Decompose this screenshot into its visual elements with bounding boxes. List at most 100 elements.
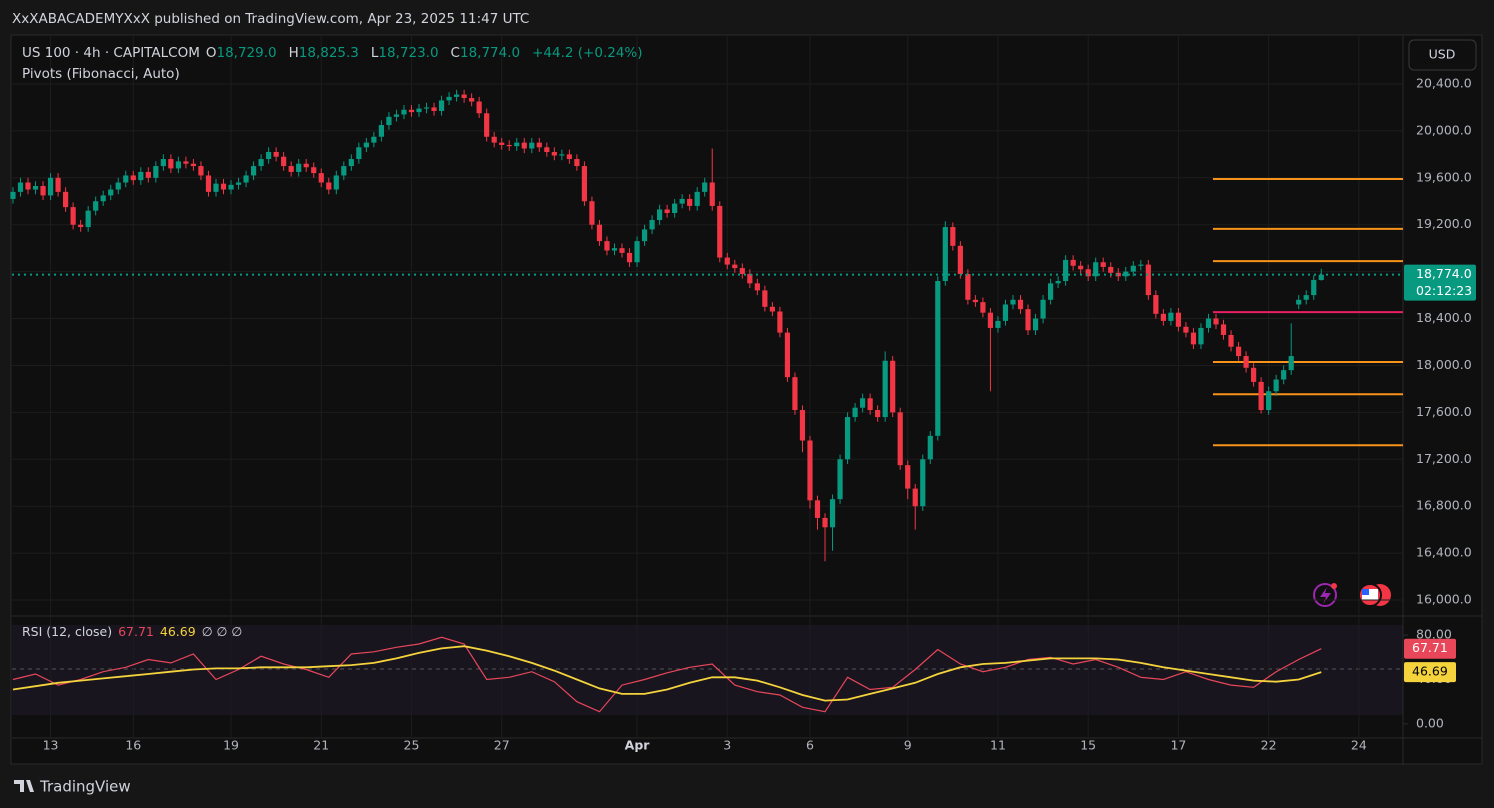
rsi-value: 67.71 [118,624,154,639]
candle-body [995,320,1001,328]
candle-body [47,177,54,196]
grid [12,36,1408,738]
candle-body [476,101,482,114]
candle-body [1070,259,1076,266]
candle-body [844,417,851,460]
candle-body [100,195,106,202]
candle-body [1175,312,1182,327]
candle-body [1205,318,1212,328]
candle-body [890,360,896,413]
currency-label[interactable]: USD [1429,47,1456,62]
x-tick-label: 24 [1351,738,1367,753]
candle-body [641,229,648,242]
candle-body [1017,299,1024,310]
candle-body [724,257,730,265]
candle-body [491,136,497,143]
candle-body [566,154,572,160]
candle-body [138,171,144,181]
candle-body [25,182,31,190]
ohlc-key: H [288,45,299,61]
alert-bolt [1320,587,1331,604]
candle-body [1288,356,1294,371]
candle-body [1235,346,1242,357]
candle-body [905,465,911,489]
candle-body [852,407,858,418]
candle-body [1138,264,1144,266]
candle-body [987,312,994,328]
candle-body [950,227,956,246]
candle-body [589,201,595,225]
candle-body [717,205,723,258]
candle-body [296,163,302,172]
candle-body [1025,309,1031,331]
candle-body [1055,281,1061,284]
alert-dot [1331,583,1337,589]
candle-body [1183,326,1189,333]
candle-body [326,182,332,190]
candle-body [499,142,505,145]
candle-body [108,189,114,196]
candle-body [867,398,873,411]
candle-body [401,109,407,115]
candle-body [506,144,512,147]
candle-body [829,499,836,528]
candle-body [1153,295,1159,314]
candle-body [63,191,69,208]
candle-body [1040,299,1046,319]
candle-body [341,166,347,176]
candle-body [205,175,212,192]
alert-icon[interactable] [1313,583,1337,607]
candle-body [814,500,821,518]
rsi-extra: ∅ ∅ ∅ [201,624,243,639]
y-tick-label: 0.00 [1416,715,1444,730]
candle-body [10,191,16,199]
candle-body [1243,356,1249,368]
candle-body [183,161,189,164]
candle-body [762,290,768,307]
currency-button[interactable] [1408,39,1477,71]
candle-body [175,161,181,169]
candle-body [1145,264,1151,296]
legend: US 100 · 4h · CAPITALCOM O18,729.0 H18,825… [22,45,649,61]
candle-body [672,203,678,213]
candle-body [702,182,708,192]
candle-body [551,152,557,156]
candle-body [356,147,362,160]
candle-body [957,245,963,274]
candle-body [1213,318,1219,325]
y-tick-label: 17,600.0 [1416,404,1472,419]
candle-body [769,306,775,312]
rsi-value-box [1404,662,1456,683]
ohlc-item: O18,729.0 [206,45,283,61]
candle-body [1047,283,1054,300]
ohlc-value: 18,723.0 [378,45,439,61]
candle-body [1032,318,1039,331]
x-tick-label: 27 [494,738,510,753]
candle-body [70,207,76,225]
candle-body [1190,332,1197,345]
rsi-value: 46.69 [159,624,196,639]
candle-body [1168,312,1174,321]
rsi-line [12,636,1322,713]
candle-body [1281,370,1287,380]
candle-body [484,113,490,137]
brand-name: TradingView [39,778,131,796]
candle-body [168,159,174,169]
candle-body [792,377,798,411]
y-tick-label: 17,200.0 [1416,451,1472,466]
candle-body [115,182,121,190]
candle-body [78,224,84,228]
candle-body [1078,265,1084,270]
candle-body [1123,271,1129,277]
x-tick-label: 9 [904,738,912,753]
rsi-value-label: 67.71 [1412,640,1448,655]
candle-body [942,227,948,282]
candle-body [17,182,24,192]
candle-body [807,440,813,501]
candle-body [920,459,926,507]
x-tick-label: 3 [723,738,731,753]
candle-body [446,96,452,101]
rsi-value-label: 46.69 [1412,664,1448,679]
x-tick-label: 6 [806,738,814,753]
